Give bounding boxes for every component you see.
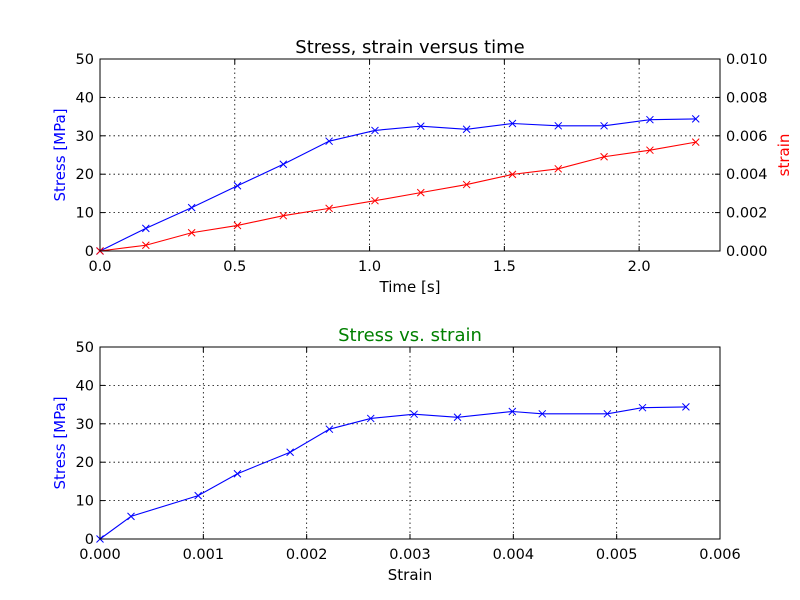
data-point-marker xyxy=(127,512,135,521)
y-tick-label: 30 xyxy=(76,417,94,433)
y-tick-label: 20 xyxy=(76,167,94,183)
data-point-marker xyxy=(279,160,288,169)
x-tick-label: 0.001 xyxy=(183,547,225,563)
x-axis-label: Strain xyxy=(388,566,432,584)
chart-title: Stress, strain versus time xyxy=(295,37,524,58)
ticks: 0.0 0.5 1.0 1.5 2.0 0 10 20 30 40 50 0.000 0.002 0.00… xyxy=(76,52,768,275)
grid xyxy=(100,59,720,251)
data-point-marker xyxy=(366,414,375,423)
data-point-marker xyxy=(638,403,647,412)
y-tick-label: 50 xyxy=(76,340,94,356)
data-point-marker xyxy=(554,164,563,173)
series xyxy=(96,115,700,255)
data-point-marker xyxy=(538,409,547,418)
data-point-marker xyxy=(325,204,333,213)
x-tick-label: 0.000 xyxy=(79,547,121,563)
y2-axis-label: strain xyxy=(775,134,793,177)
data-point-marker xyxy=(600,152,608,161)
data-point-marker xyxy=(646,115,654,124)
data-point-marker xyxy=(141,224,150,233)
series-line-1 xyxy=(99,141,696,252)
ticks: 0.000 0.001 0.002 0.003 0.004 0.005 0.006 0 10 20… xyxy=(76,340,741,563)
x-tick-label: 0.003 xyxy=(389,547,431,563)
data-point-marker xyxy=(554,121,563,130)
data-point-marker xyxy=(187,228,196,237)
data-point-marker xyxy=(187,203,196,212)
data-point-marker xyxy=(416,122,425,131)
data-point-marker xyxy=(233,469,242,478)
data-point-marker xyxy=(416,188,425,197)
data-point-marker xyxy=(325,137,333,146)
y2-tick-label: 0.004 xyxy=(726,167,768,183)
data-point-marker xyxy=(194,491,203,500)
y-tick-label: 10 xyxy=(76,494,94,510)
data-point-marker xyxy=(508,407,517,416)
plot-frame xyxy=(99,58,721,252)
data-point-marker xyxy=(410,410,418,419)
data-point-marker xyxy=(462,180,471,189)
stress-vs-strain-chart: 0.000 0.001 0.002 0.003 0.004 0.005 0.006 0 10 20… xyxy=(51,325,741,584)
x-tick-label: 0.002 xyxy=(286,547,328,563)
data-point-marker xyxy=(233,221,242,230)
y-tick-label: 0 xyxy=(85,532,94,548)
y-tick-label: 40 xyxy=(76,90,94,106)
y-tick-label: 30 xyxy=(76,129,94,145)
y-tick-label: 0 xyxy=(85,244,94,260)
y2-tick-label: 0.006 xyxy=(726,129,768,145)
x-tick-label: 0.004 xyxy=(493,547,535,563)
x-tick-label: 2.0 xyxy=(628,259,651,275)
grid xyxy=(100,347,720,539)
data-point-marker xyxy=(691,138,700,146)
data-point-marker xyxy=(691,115,700,123)
data-point-marker xyxy=(508,119,517,128)
x-tick-label: 0.5 xyxy=(223,259,246,275)
y-axis-label: Stress [MPa] xyxy=(51,108,69,201)
y-tick-label: 40 xyxy=(76,378,94,394)
y-axis-label: Stress [MPa] xyxy=(51,396,69,489)
y-tick-label: 10 xyxy=(76,206,94,222)
x-tick-label: 0.006 xyxy=(699,547,741,563)
y2-tick-label: 0.000 xyxy=(726,244,768,260)
data-point-marker xyxy=(682,403,690,411)
x-axis-label: Time [s] xyxy=(379,278,441,296)
x-tick-label: 1.5 xyxy=(493,259,516,275)
data-point-marker xyxy=(286,448,294,457)
data-point-marker xyxy=(646,146,654,155)
x-tick-label: 0.0 xyxy=(88,259,111,275)
data-point-marker xyxy=(371,196,379,205)
data-point-marker xyxy=(462,125,471,134)
data-point-marker xyxy=(508,170,517,179)
y2-tick-label: 0.008 xyxy=(726,90,768,106)
x-tick-label: 0.005 xyxy=(596,547,638,563)
chart-title: Stress vs. strain xyxy=(338,325,482,346)
series xyxy=(96,403,690,543)
data-point-marker xyxy=(371,126,379,135)
y2-tick-label: 0.010 xyxy=(726,52,768,68)
data-point-marker xyxy=(279,211,288,220)
x-tick-label: 1.0 xyxy=(358,259,381,275)
data-point-marker xyxy=(325,425,334,434)
data-point-marker xyxy=(600,121,608,130)
stress-strain-time-chart: 0.0 0.5 1.0 1.5 2.0 0 10 20 30 40 50 0.000 0.002 0.00… xyxy=(51,37,793,296)
data-point-marker xyxy=(453,413,462,422)
series-line-0 xyxy=(99,406,686,540)
series-line-0 xyxy=(99,118,696,252)
y-tick-label: 20 xyxy=(76,455,94,471)
y2-tick-label: 0.002 xyxy=(726,206,768,222)
data-point-marker xyxy=(603,409,612,418)
data-point-marker xyxy=(233,181,242,190)
data-point-marker xyxy=(141,241,150,250)
y-tick-label: 50 xyxy=(76,52,94,68)
